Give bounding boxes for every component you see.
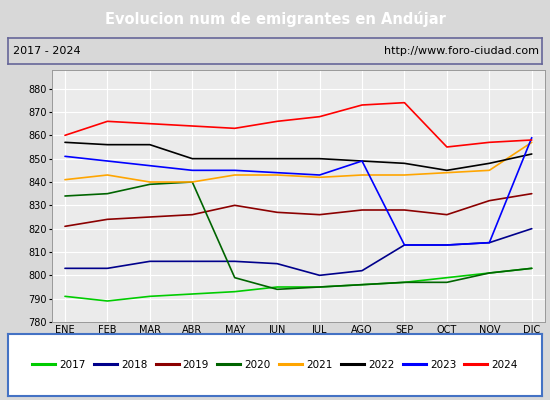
Text: 2017 - 2024: 2017 - 2024: [13, 46, 80, 56]
Legend: 2017, 2018, 2019, 2020, 2021, 2022, 2023, 2024: 2017, 2018, 2019, 2020, 2021, 2022, 2023…: [28, 356, 522, 374]
Text: Evolucion num de emigrantes en Andújar: Evolucion num de emigrantes en Andújar: [104, 11, 446, 27]
Text: http://www.foro-ciudad.com: http://www.foro-ciudad.com: [384, 46, 539, 56]
